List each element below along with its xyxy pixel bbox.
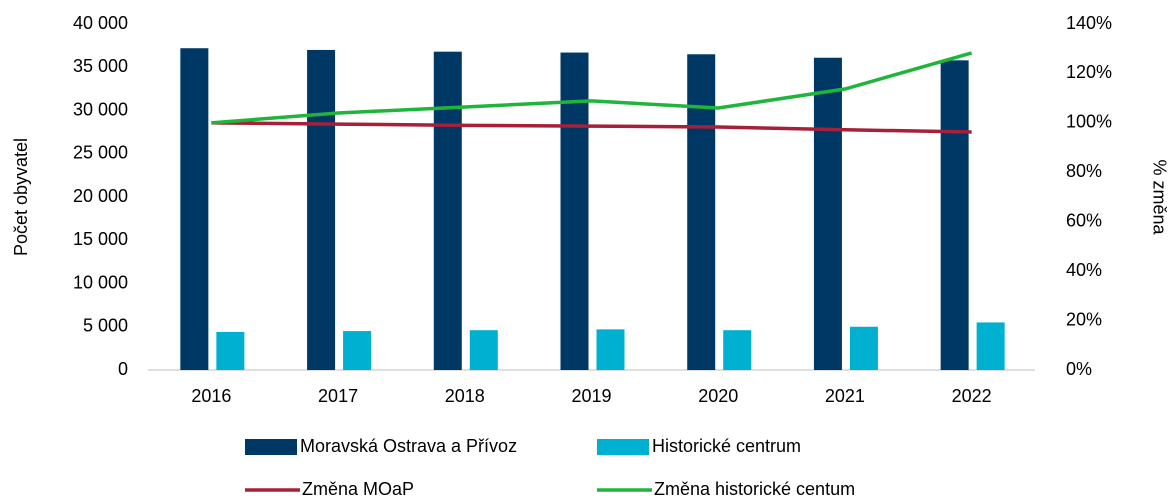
y-tick-label: 10 000: [73, 272, 128, 292]
bar: [216, 331, 245, 370]
y-tick-label: 0: [118, 359, 128, 379]
x-tick-label: 2019: [571, 386, 611, 406]
y-tick-label: 15 000: [73, 229, 128, 249]
y2-tick-label: 40%: [1066, 260, 1102, 280]
bar: [307, 49, 336, 370]
bar: [849, 326, 878, 370]
legend-swatch: [597, 439, 649, 455]
y-tick-label: 35 000: [73, 56, 128, 76]
legend-swatch: [245, 439, 297, 455]
bar: [343, 331, 372, 370]
y-axis-label: Počet obyvatel: [11, 138, 31, 256]
y2-tick-label: 140%: [1066, 13, 1112, 33]
y-tick-label: 25 000: [73, 143, 128, 163]
bar: [469, 330, 498, 370]
bar: [940, 60, 969, 371]
y-tick-label: 5 000: [83, 316, 128, 336]
y-tick-label: 40 000: [73, 13, 128, 33]
x-tick-label: 2018: [445, 386, 485, 406]
bar: [976, 322, 1005, 370]
bar: [813, 57, 842, 371]
y2-tick-label: 20%: [1066, 309, 1102, 329]
y2-tick-label: 120%: [1066, 62, 1112, 82]
bar: [180, 48, 209, 370]
y2-tick-label: 0%: [1066, 359, 1092, 379]
legend-label: Změna MOaP: [302, 479, 414, 499]
x-tick-label: 2020: [698, 386, 738, 406]
legend-label: Moravská Ostrava a Přívoz: [300, 436, 517, 456]
x-tick-label: 2016: [191, 386, 231, 406]
bar: [687, 54, 716, 371]
bar: [560, 52, 589, 371]
y2-tick-label: 80%: [1066, 161, 1102, 181]
x-tick-label: 2022: [952, 386, 992, 406]
y2-tick-label: 100%: [1066, 112, 1112, 132]
legend-label: Změna historické centum: [654, 479, 855, 499]
bar: [596, 329, 625, 370]
y2-axis-label: % změna: [1149, 159, 1169, 235]
bar: [433, 51, 462, 371]
line: [211, 121, 972, 134]
line: [211, 51, 973, 125]
legend-label: Historické centrum: [652, 436, 801, 456]
x-tick-label: 2021: [825, 386, 865, 406]
x-tick-label: 2017: [318, 386, 358, 406]
y2-tick-label: 60%: [1066, 210, 1102, 230]
y-tick-label: 20 000: [73, 186, 128, 206]
bar: [723, 330, 752, 370]
y-tick-label: 30 000: [73, 99, 128, 119]
